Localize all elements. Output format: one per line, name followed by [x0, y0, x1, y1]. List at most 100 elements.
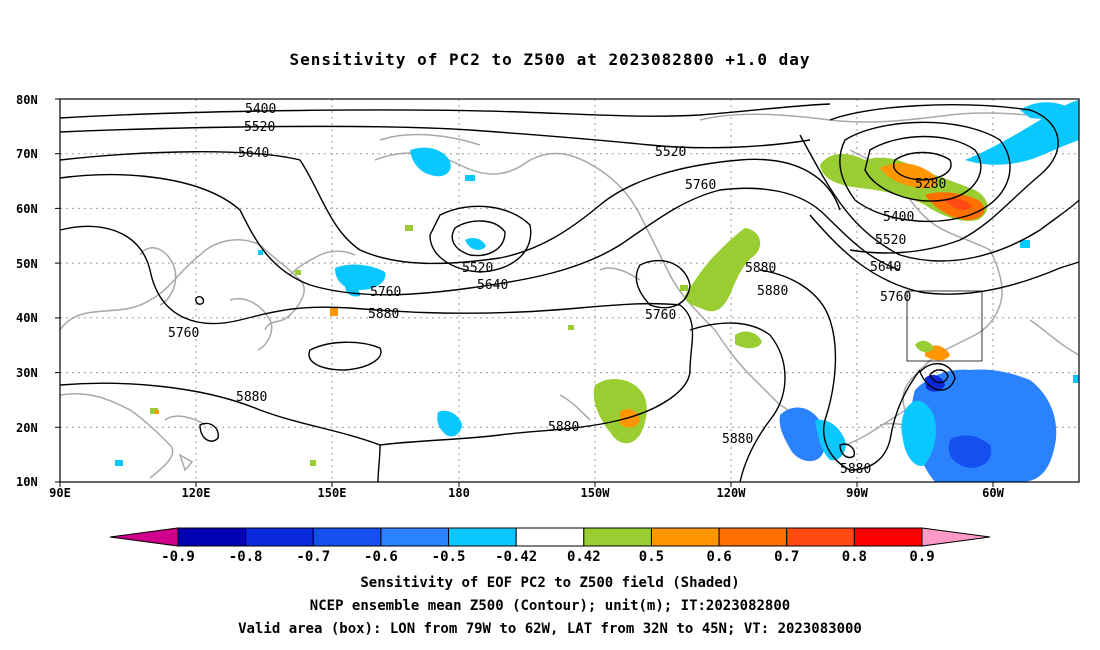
- contour-5880-bering-low: [451, 220, 506, 257]
- shade-orange-mexico: [620, 409, 640, 428]
- contour-label: 5880: [757, 284, 788, 299]
- contour-5760-pacific: [59, 174, 901, 296]
- contour-5880-south-small-west: [199, 422, 219, 442]
- colorbar-box: [650, 527, 720, 547]
- contour-5400-arctic: [864, 135, 982, 202]
- contour-5880-gulf: [759, 269, 921, 471]
- contour-label: 5760: [880, 290, 911, 305]
- contour-5880-low-east2: [919, 363, 956, 391]
- contour-5880-east-closed: [839, 443, 855, 459]
- caption-line-3: Valid area (box): LON from 79W to 62W, L…: [238, 621, 862, 637]
- lon-label: 150E: [318, 486, 347, 500]
- colorbar-tick-label: 0.7: [774, 549, 799, 565]
- shade-cyan-siberia: [410, 147, 451, 177]
- contour-5880-south: [59, 382, 381, 483]
- contour-label: 5400: [883, 210, 914, 225]
- shade-cyan-mexico: [815, 419, 846, 461]
- lon-label: 90W: [846, 486, 868, 500]
- contour-5880-east: [689, 322, 786, 483]
- colorbar-labels: -0.9 -0.8 -0.7 -0.6 -0.5 -0.42 0.42 0.5 0.6 0.7 0.…: [161, 549, 935, 565]
- contour-label: 5880: [722, 432, 753, 447]
- contour-5520-arctic: [839, 121, 1011, 223]
- colorbar-box: [515, 527, 585, 547]
- colorbar-tick-label: 0.8: [842, 549, 867, 565]
- colorbar-box: [448, 527, 517, 547]
- colorbar-tick-label: -0.8: [229, 549, 263, 565]
- shade-cyan-kamchatka: [335, 264, 386, 290]
- contour-label: 5880: [745, 261, 776, 276]
- shade-cyan-atlantic: [901, 400, 936, 466]
- contour-label: 5880: [236, 390, 267, 405]
- contour-label: 5520: [244, 120, 275, 135]
- contour-5520-bering-outer: [429, 205, 532, 273]
- colorbar-tick-label: -0.42: [495, 549, 537, 565]
- contour-5880-east-north: [809, 214, 1080, 295]
- axis-ticks: [55, 98, 994, 487]
- lat-lon-grid: [60, 99, 1079, 482]
- contour-5640-east: [829, 104, 1059, 254]
- lat-label: 40N: [16, 311, 38, 325]
- contour-5280-arctic: [893, 151, 952, 181]
- shade-cyan-arctic2: [1020, 102, 1070, 119]
- lon-label: 90E: [49, 486, 71, 500]
- colorbar-tick-label: -0.5: [432, 549, 466, 565]
- colorbar: [109, 527, 991, 547]
- lat-label: 80N: [16, 93, 38, 107]
- lat-label: 60N: [16, 202, 38, 216]
- contour-label: 5520: [655, 145, 686, 160]
- valid-area-box: [906, 290, 983, 362]
- shade-darkblue-atlantic: [948, 435, 992, 468]
- contour-5880-small-west2: [195, 296, 205, 305]
- contour-label: 5880: [548, 420, 579, 435]
- sensitivity-shading: [115, 100, 1079, 482]
- contour-labels: 5400 5520 5640 5520 5760 5280 5400 5520 …: [168, 102, 946, 477]
- colorbar-box: [786, 527, 855, 547]
- shade-red-canada: [945, 198, 972, 210]
- colorbar-box: [177, 527, 247, 547]
- contour-label: 5280: [915, 177, 946, 192]
- shade-blue-mexico: [779, 407, 826, 462]
- shade-cyan-bering-low: [465, 238, 486, 250]
- lon-label: 120E: [182, 486, 211, 500]
- contour-5760-mid-bering: [635, 259, 691, 309]
- contour-label: 5640: [477, 278, 508, 293]
- lon-axis: 90E 120E 150E 180 150W 120W 90W 60W: [49, 486, 1004, 500]
- contour-label: 5760: [168, 326, 199, 341]
- shade-green-baja: [735, 331, 762, 349]
- contour-label: 5640: [238, 146, 269, 161]
- colorbar-min-triangle: [109, 527, 179, 547]
- lat-label: 20N: [16, 421, 38, 435]
- contour-5640-north: [59, 151, 841, 265]
- colorbar-box: [853, 527, 923, 547]
- figure-title: Sensitivity of PC2 to Z500 at 2023082800…: [289, 50, 811, 69]
- contour-label: 5640: [870, 260, 901, 275]
- lat-axis: 80N 70N 60N 50N 40N 30N 20N 10N: [16, 93, 38, 489]
- colorbar-max-triangle: [921, 527, 991, 547]
- contour-label: 5880: [368, 307, 399, 322]
- contour-label: 5880: [840, 462, 871, 477]
- shade-navy-low: [925, 374, 945, 392]
- contour-label: 5400: [245, 102, 276, 117]
- contour-5520-north: [59, 125, 811, 149]
- contour-5400-north: [59, 103, 831, 119]
- contour-label: 5760: [645, 308, 676, 323]
- colorbar-tick-label: -0.7: [296, 549, 330, 565]
- lon-label: 60W: [982, 486, 1004, 500]
- colorbar-box: [718, 527, 788, 547]
- shade-blue-atlantic: [911, 369, 1057, 482]
- lat-label: 30N: [16, 366, 38, 380]
- lat-label: 10N: [16, 475, 38, 489]
- caption-line-2: NCEP ensemble mean Z500 (Contour); unit(…: [309, 598, 791, 614]
- colorbar-box: [380, 527, 450, 547]
- lon-label: 120W: [717, 486, 747, 500]
- colorbar-tick-label: 0.5: [639, 549, 664, 565]
- colorbar-box: [312, 527, 382, 547]
- colorbar-tick-label: -0.6: [364, 549, 398, 565]
- shade-green-east: [915, 340, 934, 353]
- contour-5880-low-east1: [929, 369, 949, 384]
- contour-label: 5520: [462, 261, 493, 276]
- lat-label: 50N: [16, 257, 38, 271]
- colorbar-tick-label: 0.42: [567, 549, 601, 565]
- colorbar-tick-label: 0.6: [706, 549, 731, 565]
